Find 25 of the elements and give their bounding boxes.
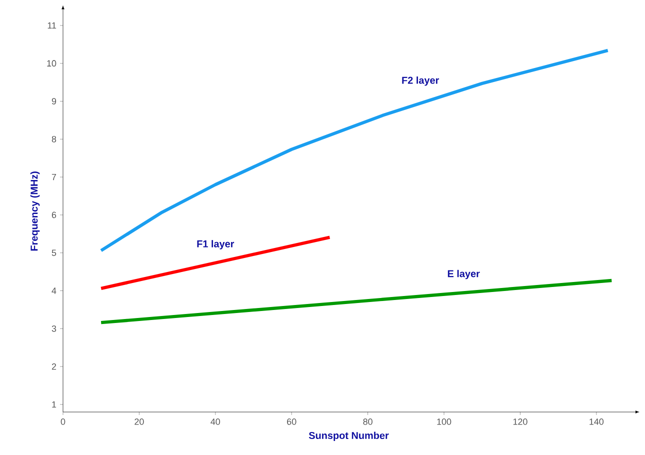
y-tick-label: 1	[52, 401, 56, 408]
x-tick-label: 140	[590, 418, 604, 425]
x-tick-label: 20	[134, 418, 144, 425]
x-tick-label: 40	[210, 418, 220, 425]
x-tick-label: 120	[513, 418, 528, 425]
y-tick-label: 6	[52, 212, 56, 218]
y-tick-label: 9	[52, 98, 56, 104]
y-tick-label: 4	[52, 288, 56, 294]
series-label: E layer	[448, 270, 480, 280]
y-axis-title: Frequency (MHz)	[30, 172, 40, 251]
x-tick-label: 60	[287, 418, 296, 425]
y-tick-label: 8	[52, 136, 56, 142]
line-series	[100, 48, 610, 252]
y-tick-label: 2	[52, 363, 56, 370]
y-tick-label: 7	[52, 174, 56, 180]
series-label: F2 layer	[402, 76, 440, 86]
x-axis-title: Sunspot Number	[308, 432, 389, 441]
y-tick-label: 3	[52, 325, 56, 332]
series-label: F1 layer	[197, 240, 234, 250]
y-tick-label: 10	[47, 60, 56, 67]
y-tick-label: 5	[52, 250, 56, 256]
x-tick-label: 0	[60, 418, 66, 425]
x-tick-label: 80	[363, 418, 372, 425]
y-tick-label: 11	[48, 22, 56, 29]
x-tick-label: 100	[437, 418, 452, 425]
